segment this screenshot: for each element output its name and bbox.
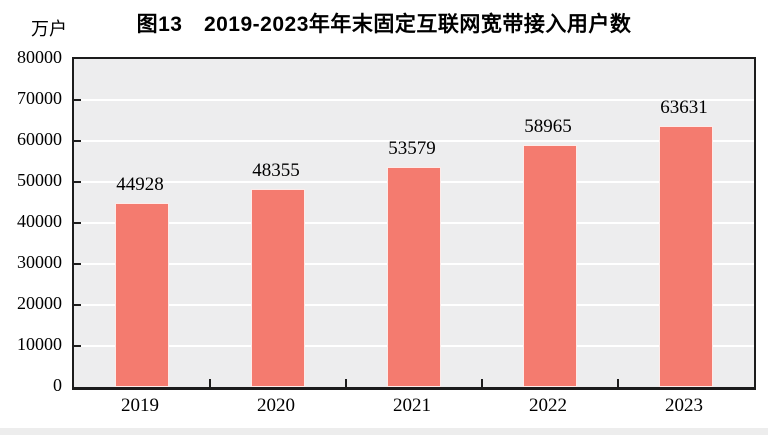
y-axis-tick (74, 181, 81, 183)
y-axis-tick-label: 40000 (17, 211, 62, 231)
x-axis-tick (209, 379, 211, 387)
y-axis-tick-label: 70000 (17, 88, 62, 108)
x-axis-tick-label: 2019 (121, 395, 159, 416)
y-axis-tick-label: 80000 (17, 47, 62, 67)
page-bottom-divider (0, 428, 768, 435)
bar-value-label: 58965 (524, 116, 572, 138)
bar-value-label: 44928 (116, 173, 164, 195)
y-axis-tick (74, 304, 81, 306)
bar-2023 (659, 126, 713, 387)
y-axis-tick-label: 60000 (17, 129, 62, 149)
y-axis-tick (74, 263, 81, 265)
chart-title: 图13 2019-2023年年末固定互联网宽带接入用户数 (136, 13, 632, 36)
bar-value-label: 48355 (252, 159, 300, 181)
y-axis-tick-label: 0 (53, 375, 62, 395)
x-axis-tick-label: 2020 (257, 395, 295, 416)
gridline (74, 140, 754, 142)
y-axis-tick (74, 140, 81, 142)
x-axis-tick (481, 379, 483, 387)
y-axis-tick (74, 345, 81, 347)
bar-2019 (115, 202, 169, 387)
y-axis-unit-label: 万户 (31, 19, 67, 39)
y-axis-tick-label: 30000 (17, 252, 62, 272)
x-axis-tick-label: 2021 (393, 395, 431, 416)
x-axis-tick (345, 379, 347, 387)
bar-2020 (251, 188, 305, 387)
bar-value-label: 53579 (388, 138, 436, 160)
y-axis-tick-label: 20000 (17, 293, 62, 313)
x-axis-tick-label: 2022 (529, 395, 567, 416)
x-axis-tick-label: 2023 (665, 395, 703, 416)
gridline (74, 99, 754, 101)
bar-2021 (387, 167, 441, 387)
bar-value-label: 63631 (660, 97, 708, 119)
plot-area (72, 57, 756, 390)
y-axis-tick (74, 99, 81, 101)
y-axis-tick-label: 10000 (17, 334, 62, 354)
y-axis-tick (74, 222, 81, 224)
bar-2022 (523, 145, 577, 387)
y-axis-tick-label: 50000 (17, 170, 62, 190)
x-axis-tick (617, 379, 619, 387)
